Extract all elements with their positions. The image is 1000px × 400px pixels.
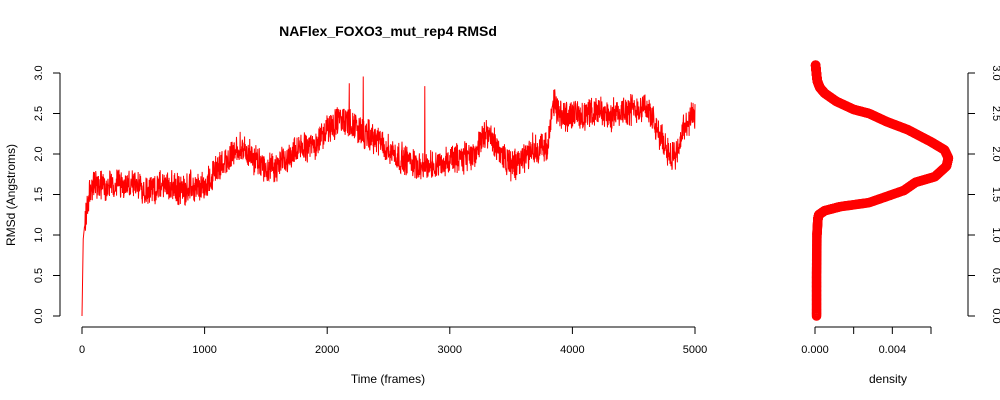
x-tick-label: 4000 <box>560 344 584 356</box>
y-tick-label: 3.0 <box>33 65 45 80</box>
x-tick-label: 5000 <box>683 344 707 356</box>
density-x-tick-label: 0.004 <box>879 344 907 356</box>
rmsd-timeseries-plot: 0 1000 2000 3000 4000 5000 0.0 0.5 1.0 1.5 2.0 2.5… <box>4 65 707 386</box>
chart-title: NAFlex_FOXO3_mut_rep4 RMSd <box>279 23 497 39</box>
density-x-axis-label: density <box>869 372 907 386</box>
y-tick-label: 0.0 <box>33 308 45 323</box>
density-x-tick-label: 0.000 <box>801 344 829 356</box>
density-y-tick-label: 3.0 <box>990 65 1000 80</box>
rmsd-series-line <box>81 76 696 317</box>
density-y-tick-label: 0.5 <box>990 268 1000 283</box>
y-tick-label: 1.5 <box>33 187 45 202</box>
y-tick-label: 2.0 <box>33 146 45 161</box>
density-y-tick-label: 1.0 <box>990 227 1000 242</box>
x-tick-label: 1000 <box>192 344 216 356</box>
y-tick-label: 0.5 <box>33 268 45 283</box>
density-point <box>810 60 821 70</box>
x-tick-label: 3000 <box>438 344 462 356</box>
y-axis-label: RMSd (Angstroms) <box>4 144 18 246</box>
y-tick-label: 2.5 <box>33 106 45 121</box>
y-tick-label: 1.0 <box>33 227 45 242</box>
x-tick-label: 0 <box>79 344 85 356</box>
density-y-tick-label: 0.0 <box>990 308 1000 323</box>
density-y-tick-label: 2.5 <box>990 106 1000 121</box>
density-plot: 0.000 0.004 0.0 0.5 1.0 1.5 2.0 2.5 3.0 density <box>801 60 1000 386</box>
x-tick-label: 2000 <box>315 344 339 356</box>
density-y-tick-label: 1.5 <box>990 187 1000 202</box>
x-axis-label: Time (frames) <box>351 372 425 386</box>
density-y-tick-label: 2.0 <box>990 146 1000 161</box>
